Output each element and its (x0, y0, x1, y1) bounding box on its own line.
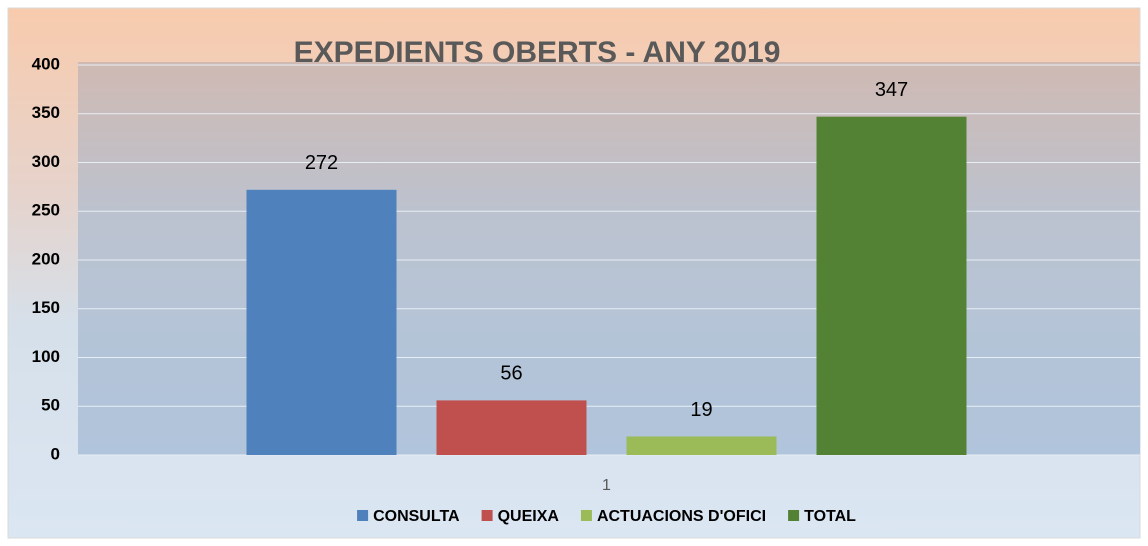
legend-swatch (481, 510, 493, 521)
x-tick-label: 1 (602, 477, 611, 494)
y-tick-label: 350 (32, 103, 60, 122)
y-tick-label: 200 (32, 249, 60, 268)
bar (436, 400, 587, 455)
y-tick-label: 150 (32, 298, 60, 317)
value-label: 56 (500, 363, 522, 385)
y-tick-label: 400 (32, 54, 60, 73)
legend-swatch (580, 510, 592, 521)
y-tick-label: 0 (51, 444, 60, 463)
legend-label: CONSULTA (373, 508, 460, 525)
legend-label: QUEIXA (498, 508, 560, 525)
legend-swatch (788, 510, 800, 521)
legend-label: ACTUACIONS D'OFICI (597, 508, 766, 525)
bar (626, 436, 777, 455)
y-tick-label: 50 (41, 396, 60, 415)
y-tick-label: 100 (32, 347, 60, 366)
chart-title: EXPEDIENTS OBERTS - ANY 2019 (294, 36, 781, 69)
plot-area (78, 62, 1140, 455)
bar (246, 189, 397, 456)
bar (816, 116, 967, 456)
y-tick-label: 250 (32, 201, 60, 220)
value-label: 347 (875, 79, 908, 101)
value-label: 272 (305, 152, 338, 174)
y-tick-label: 300 (32, 152, 60, 171)
legend-swatch (357, 510, 369, 521)
legend-label: TOTAL (804, 508, 856, 525)
value-label: 19 (690, 399, 712, 421)
